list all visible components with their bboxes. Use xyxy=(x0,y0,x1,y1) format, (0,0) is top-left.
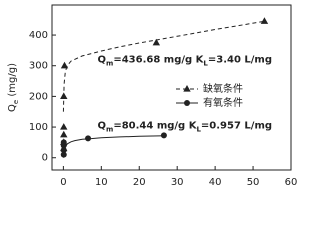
circle-marker xyxy=(60,147,67,154)
y-axis-label: Qe (mg/g) xyxy=(7,63,20,112)
y-tick-label: 100 xyxy=(29,122,48,133)
annotation: Qm=436.68 mg/g KL=3.40 L/mg xyxy=(98,55,273,68)
triangle-marker xyxy=(60,130,68,138)
chart: 0 10 20 30 40 50 60 0 100 200 300 400 Qe (mg/g) 缺氧条件有… xyxy=(7,4,298,188)
y-tick-label: 400 xyxy=(29,30,48,41)
text-part: Q xyxy=(98,55,107,66)
x-tick-label: 0 xyxy=(60,177,66,188)
circle-marker xyxy=(85,135,92,142)
subscript: e xyxy=(12,100,20,104)
fit-line xyxy=(62,20,265,112)
subscript: L xyxy=(203,60,208,68)
circle-marker xyxy=(184,100,190,106)
text-part: =3.40 L/mg xyxy=(208,55,272,66)
subscript: m xyxy=(106,60,113,68)
fit-line xyxy=(62,135,166,158)
subscript: m xyxy=(106,126,113,134)
subscript: L xyxy=(196,126,201,134)
x-tick-label: 50 xyxy=(247,177,260,188)
triangle-marker xyxy=(60,61,69,69)
triangle-marker xyxy=(60,123,68,130)
circle-marker xyxy=(60,139,67,146)
x-tick-label: 30 xyxy=(171,177,184,188)
text-part: (mg/g) xyxy=(7,63,18,100)
triangle-marker xyxy=(152,38,161,46)
text-part: =436.68 mg/g K xyxy=(113,55,204,66)
text-part: Q xyxy=(7,104,18,112)
circle-marker xyxy=(60,151,67,158)
legend-label: 缺氧条件 xyxy=(203,82,243,95)
triangle-marker xyxy=(260,17,269,24)
x-tick-label: 20 xyxy=(133,177,146,188)
x-tick-label: 40 xyxy=(209,177,222,188)
annotation: Qm=80.44 mg/g KL=0.957 L/mg xyxy=(98,121,273,134)
text-part: =80.44 mg/g K xyxy=(113,121,197,132)
x-tick-label: 60 xyxy=(285,177,298,188)
triangle-marker xyxy=(183,85,191,92)
triangle-marker xyxy=(60,92,68,99)
plot-frame xyxy=(51,4,292,171)
circle-marker xyxy=(160,132,167,139)
text-part: =0.957 L/mg xyxy=(201,121,272,132)
y-tick-label: 0 xyxy=(42,153,48,164)
legend-label: 有氧条件 xyxy=(203,96,243,109)
text-part: Q xyxy=(98,121,107,132)
x-tick-label: 10 xyxy=(95,177,108,188)
y-tick-label: 200 xyxy=(29,91,48,102)
y-tick-label: 300 xyxy=(29,61,48,72)
